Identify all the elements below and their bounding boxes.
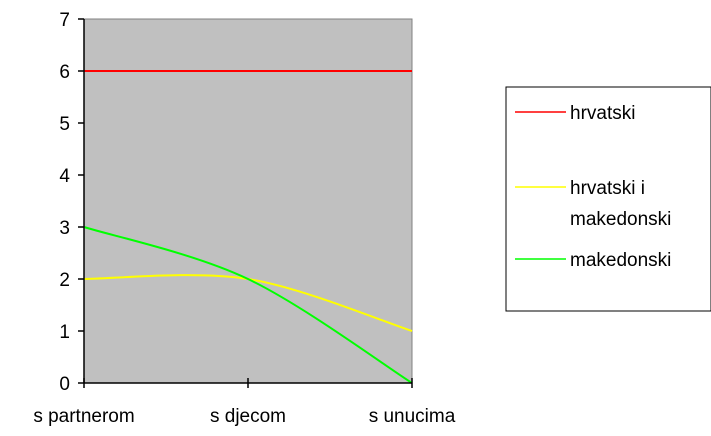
x-tick-label: s djecom (210, 406, 286, 427)
x-tick-label: s unucima (369, 406, 456, 427)
legend-label-hrvatski-i-makedonski-line1: hrvatski i (570, 178, 645, 199)
series-line-makedonski (83, 226, 413, 384)
legend-box (505, 86, 711, 312)
legend: hrvatski hrvatski i makedonski makedonsk… (505, 86, 711, 312)
y-tick-label: 3 (59, 218, 70, 239)
y-tick-label: 0 (59, 374, 70, 395)
y-tick-label: 4 (59, 166, 70, 187)
plot-area (83, 18, 413, 384)
x-axis-ticks: s partnerom s djecom s unucima (33, 378, 456, 427)
y-tick-label: 2 (59, 270, 70, 291)
legend-label-hrvatski: hrvatski (570, 103, 635, 124)
y-tick-label: 6 (59, 62, 70, 83)
x-tick-label: s partnerom (33, 406, 134, 427)
y-tick-label: 7 (59, 10, 70, 31)
y-tick-label: 5 (59, 114, 70, 135)
y-axis-ticks: 0 1 2 3 4 5 6 7 (59, 10, 84, 395)
y-tick-label: 1 (59, 322, 70, 343)
legend-label-hrvatski-i-makedonski-line2: makedonski (570, 209, 671, 230)
legend-label-makedonski: makedonski (570, 250, 671, 271)
series-layer (83, 69, 413, 384)
